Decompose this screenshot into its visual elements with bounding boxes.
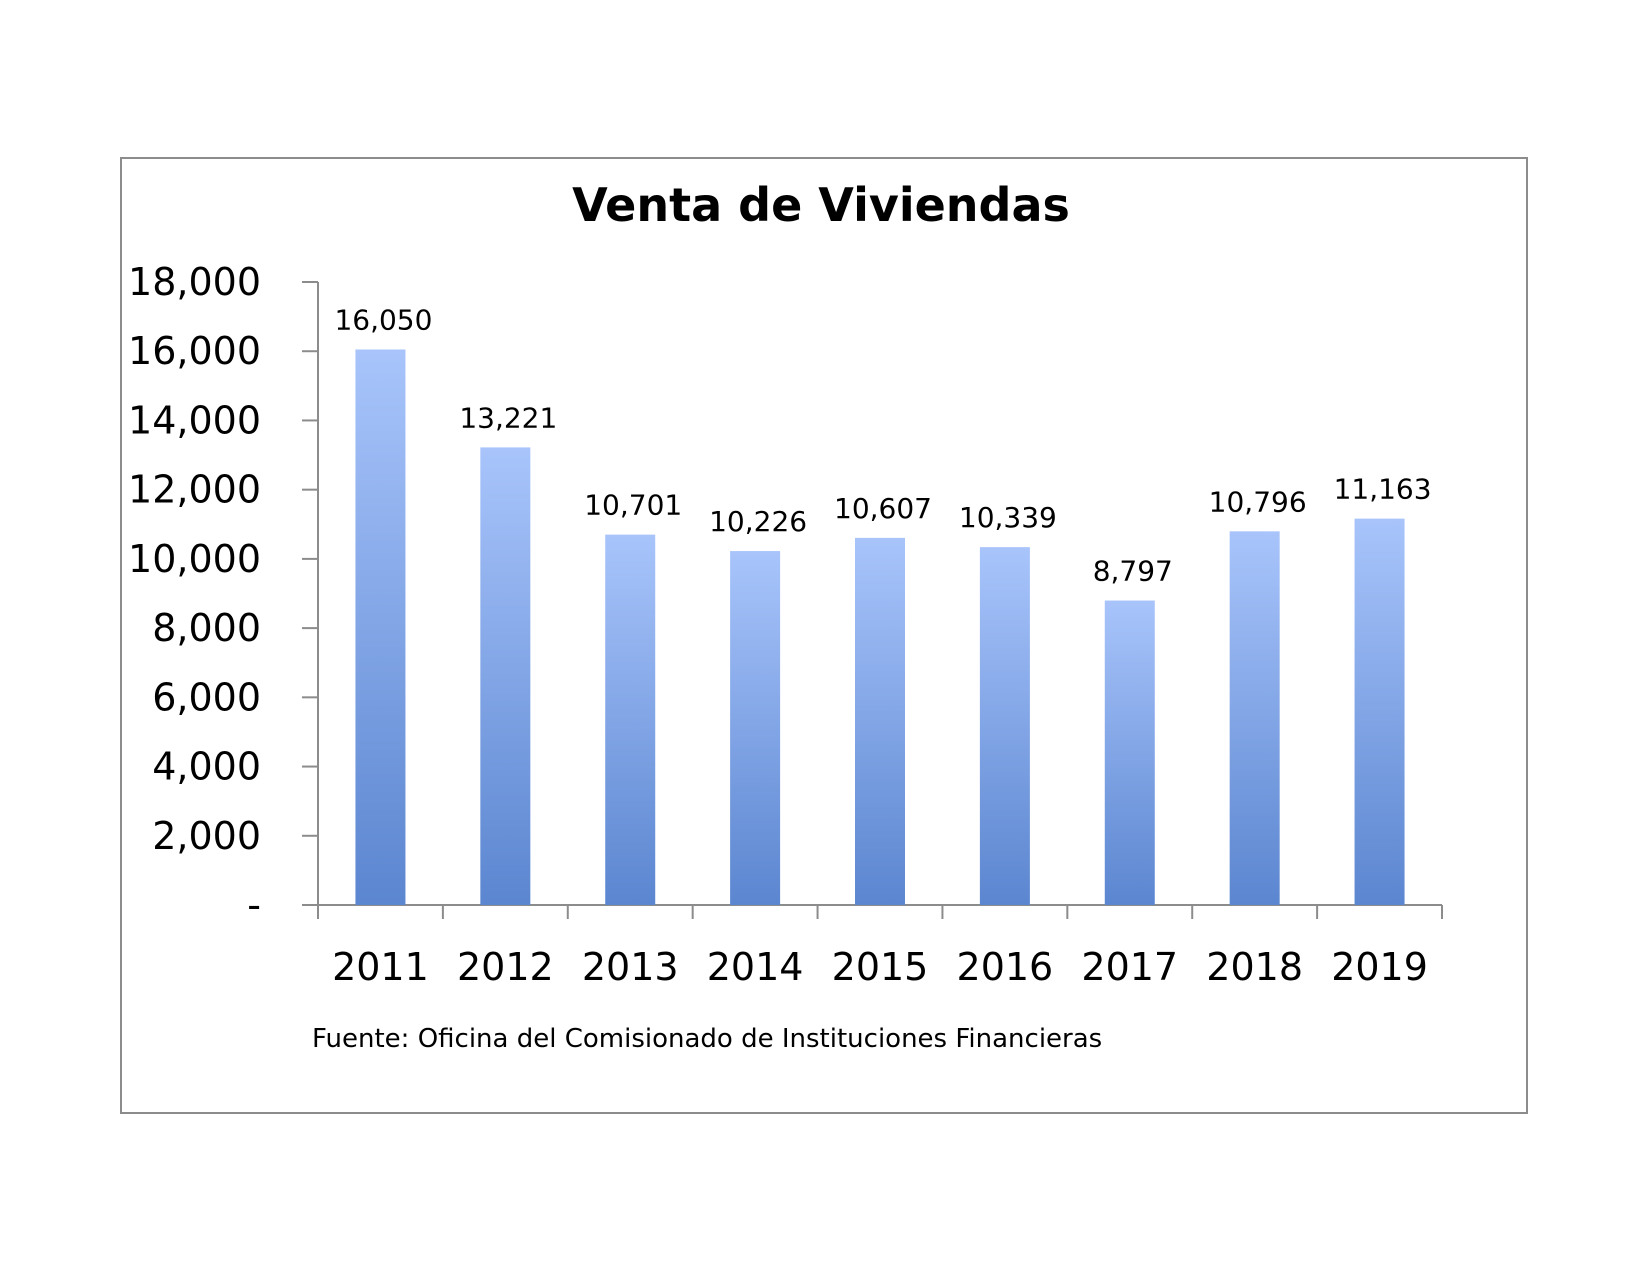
data-label-2018: 10,796	[1209, 485, 1307, 518]
y-tick-label: 12,000	[128, 468, 261, 512]
x-tick-label-2016: 2016	[957, 945, 1054, 989]
chart-title: Venta de Viviendas	[572, 178, 1070, 232]
source-note: Fuente: Oficina del Comisionado de Insti…	[312, 1024, 1102, 1054]
bar-2014	[730, 551, 781, 905]
plot-area: - 2,000 4,000 6,000 8,000 10,000 12,000 14,000 1…	[128, 260, 1443, 989]
y-tick-label: 18,000	[128, 260, 261, 304]
data-label-2017: 8,797	[1093, 555, 1173, 588]
bar-2017	[1104, 600, 1155, 905]
bar-2011	[355, 349, 406, 905]
y-tick-label: 16,000	[128, 329, 261, 373]
chart-frame: Venta de Viviendas - 2,000 4,000 6,000 8,000…	[120, 157, 1528, 1114]
x-tick-label-2014: 2014	[707, 945, 804, 989]
x-tick-label-2013: 2013	[582, 945, 679, 989]
y-tick-label: 6,000	[152, 675, 261, 719]
y-tick-label: 8,000	[152, 606, 261, 650]
bar-2012	[480, 447, 531, 905]
chart-svg: Venta de Viviendas - 2,000 4,000 6,000 8,000…	[128, 178, 1443, 1054]
x-tick-label-2017: 2017	[1081, 945, 1178, 989]
x-tick-label-2011: 2011	[332, 945, 429, 989]
data-label-2015: 10,607	[834, 492, 932, 525]
y-tick-label: 14,000	[128, 398, 261, 442]
x-tick-label-2018: 2018	[1206, 945, 1303, 989]
data-label-2014: 10,226	[709, 505, 807, 538]
data-label-2013: 10,701	[584, 489, 682, 522]
x-tick-label-2015: 2015	[832, 945, 929, 989]
data-label-2019: 11,163	[1334, 473, 1432, 506]
x-tick-label-2019: 2019	[1331, 945, 1428, 989]
y-tick-label: -	[247, 883, 261, 927]
data-label-2012: 13,221	[459, 401, 557, 434]
y-tick-label: 10,000	[128, 537, 261, 581]
bar-2013	[605, 534, 656, 905]
x-tick-label-2012: 2012	[457, 945, 554, 989]
bar-2016	[979, 547, 1030, 905]
bar-2015	[855, 537, 905, 905]
y-tick-label: 4,000	[152, 745, 261, 789]
y-tick-label: 2,000	[152, 814, 261, 858]
bar-2018	[1229, 531, 1280, 905]
data-label-2011: 16,050	[334, 303, 432, 336]
data-label-2016: 10,339	[959, 501, 1057, 534]
bar-2019	[1354, 518, 1405, 905]
